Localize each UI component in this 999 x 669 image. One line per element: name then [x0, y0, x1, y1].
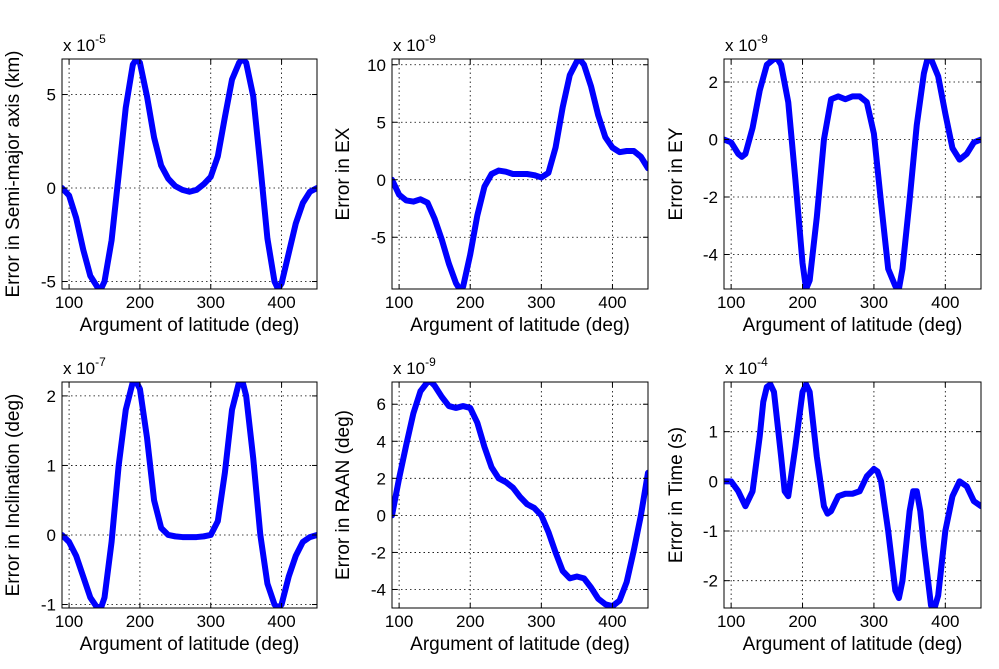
y-tick-label: 10: [367, 56, 386, 75]
y-tick-label: 5: [47, 86, 56, 105]
axis-exponent-label: x 10-9: [725, 32, 768, 55]
axis-exponent-label: x 10-4: [725, 355, 768, 378]
subplot-3: 100 200 300 400 -4 -2 0 2 x 10-9 Argument of lati…: [666, 32, 982, 336]
y-tick-label: -4: [371, 580, 386, 599]
series-line: [724, 59, 981, 289]
axes-box: [723, 58, 982, 290]
x-axis-label: Argument of latitude (deg): [80, 634, 300, 655]
x-tick-label: 400: [267, 612, 295, 631]
axes-box: [61, 381, 318, 609]
x-tick-label: 300: [527, 293, 555, 312]
axes-box: [61, 58, 318, 290]
y-axis-label: Error in Semi-major axis (km): [3, 50, 24, 297]
x-axis-label: Argument of latitude (deg): [410, 315, 630, 336]
y-tick-label: -5: [41, 273, 56, 292]
series-line: [62, 382, 317, 608]
x-tick-label: 400: [931, 612, 959, 631]
y-tick-label: 2: [47, 387, 56, 406]
y-tick-label: 0: [709, 472, 718, 491]
x-tick-label: 400: [598, 293, 626, 312]
y-tick-label: 0: [377, 171, 386, 190]
y-tick-label: 0: [377, 506, 386, 525]
y-tick-label: 2: [709, 73, 718, 92]
y-axis-label: Error in EX: [333, 127, 354, 220]
y-tick-label: -1: [703, 522, 718, 541]
x-tick-label: 400: [931, 293, 959, 312]
x-tick-label: 400: [598, 612, 626, 631]
x-tick-label: 100: [385, 612, 413, 631]
axes-box: [391, 381, 649, 609]
y-tick-label: -2: [371, 543, 386, 562]
plot-area: [62, 382, 317, 608]
x-tick-label: 300: [197, 293, 225, 312]
axes-box: [391, 58, 649, 290]
x-tick-label: 200: [788, 293, 816, 312]
axes-box: [723, 381, 982, 609]
y-tick-label: 0: [47, 179, 56, 198]
axis-exponent-label: x 10-9: [393, 32, 436, 55]
subplot-5: 100 200 300 400 -4 -2 0 2 4 6 x 10-9 Argument of la…: [333, 355, 649, 655]
x-tick-label: 200: [788, 612, 816, 631]
x-tick-label: 200: [456, 293, 484, 312]
series-line: [62, 59, 317, 289]
y-tick-label: -2: [703, 188, 718, 207]
y-tick-label: 0: [709, 131, 718, 150]
x-tick-label: 100: [717, 293, 745, 312]
series-line: [392, 382, 648, 608]
y-axis-label: Error in Inclination (deg): [3, 394, 24, 597]
x-tick-label: 400: [267, 293, 295, 312]
subplot-4: 100 200 300 400 -1 0 1 2 x 10-7 Argument of latit…: [3, 355, 318, 655]
x-axis-label: Argument of latitude (deg): [410, 634, 630, 655]
x-tick-label: 300: [860, 612, 888, 631]
y-tick-label: -1: [41, 596, 56, 615]
subplot-1: 100 200 300 400 -5 0 5 x 10-5 Argument of latitu…: [3, 32, 318, 336]
y-tick-label: 0: [47, 526, 56, 545]
x-tick-label: 100: [385, 293, 413, 312]
y-tick-label: 1: [709, 423, 718, 442]
subplot-6: 100 200 300 400 -2 -1 0 1 x 10-4 Argument of lati…: [666, 355, 982, 655]
y-axis-label: Error in RAAN (deg): [333, 410, 354, 580]
x-tick-label: 100: [55, 612, 83, 631]
y-tick-label: 5: [377, 113, 386, 132]
x-tick-label: 100: [55, 293, 83, 312]
y-tick-label: 1: [47, 456, 56, 475]
plot-area: [62, 59, 317, 289]
x-axis-label: Argument of latitude (deg): [80, 315, 300, 336]
axis-exponent-label: x 10-7: [63, 355, 106, 378]
series-line: [392, 59, 648, 289]
x-tick-label: 100: [717, 612, 745, 631]
x-tick-label: 200: [126, 293, 154, 312]
series-line: [724, 382, 981, 608]
y-tick-label: 4: [377, 432, 386, 451]
x-tick-label: 200: [456, 612, 484, 631]
x-tick-label: 300: [197, 612, 225, 631]
y-tick-label: -2: [703, 572, 718, 591]
subplot-2: 100 200 300 400 -5 0 5 10 x 10-9 Argument of lati…: [333, 32, 649, 336]
y-tick-label: 2: [377, 469, 386, 488]
y-axis-label: Error in Time (s): [666, 427, 687, 563]
x-tick-label: 300: [527, 612, 555, 631]
x-tick-label: 200: [126, 612, 154, 631]
x-axis-label: Argument of latitude (deg): [743, 634, 963, 655]
x-tick-label: 300: [860, 293, 888, 312]
y-tick-label: -4: [703, 246, 718, 265]
y-tick-label: 6: [377, 395, 386, 414]
y-tick-label: -5: [371, 228, 386, 247]
y-axis-label: Error in EY: [666, 127, 687, 220]
axis-exponent-label: x 10-5: [63, 32, 106, 55]
axis-exponent-label: x 10-9: [393, 355, 436, 378]
x-axis-label: Argument of latitude (deg): [743, 315, 963, 336]
